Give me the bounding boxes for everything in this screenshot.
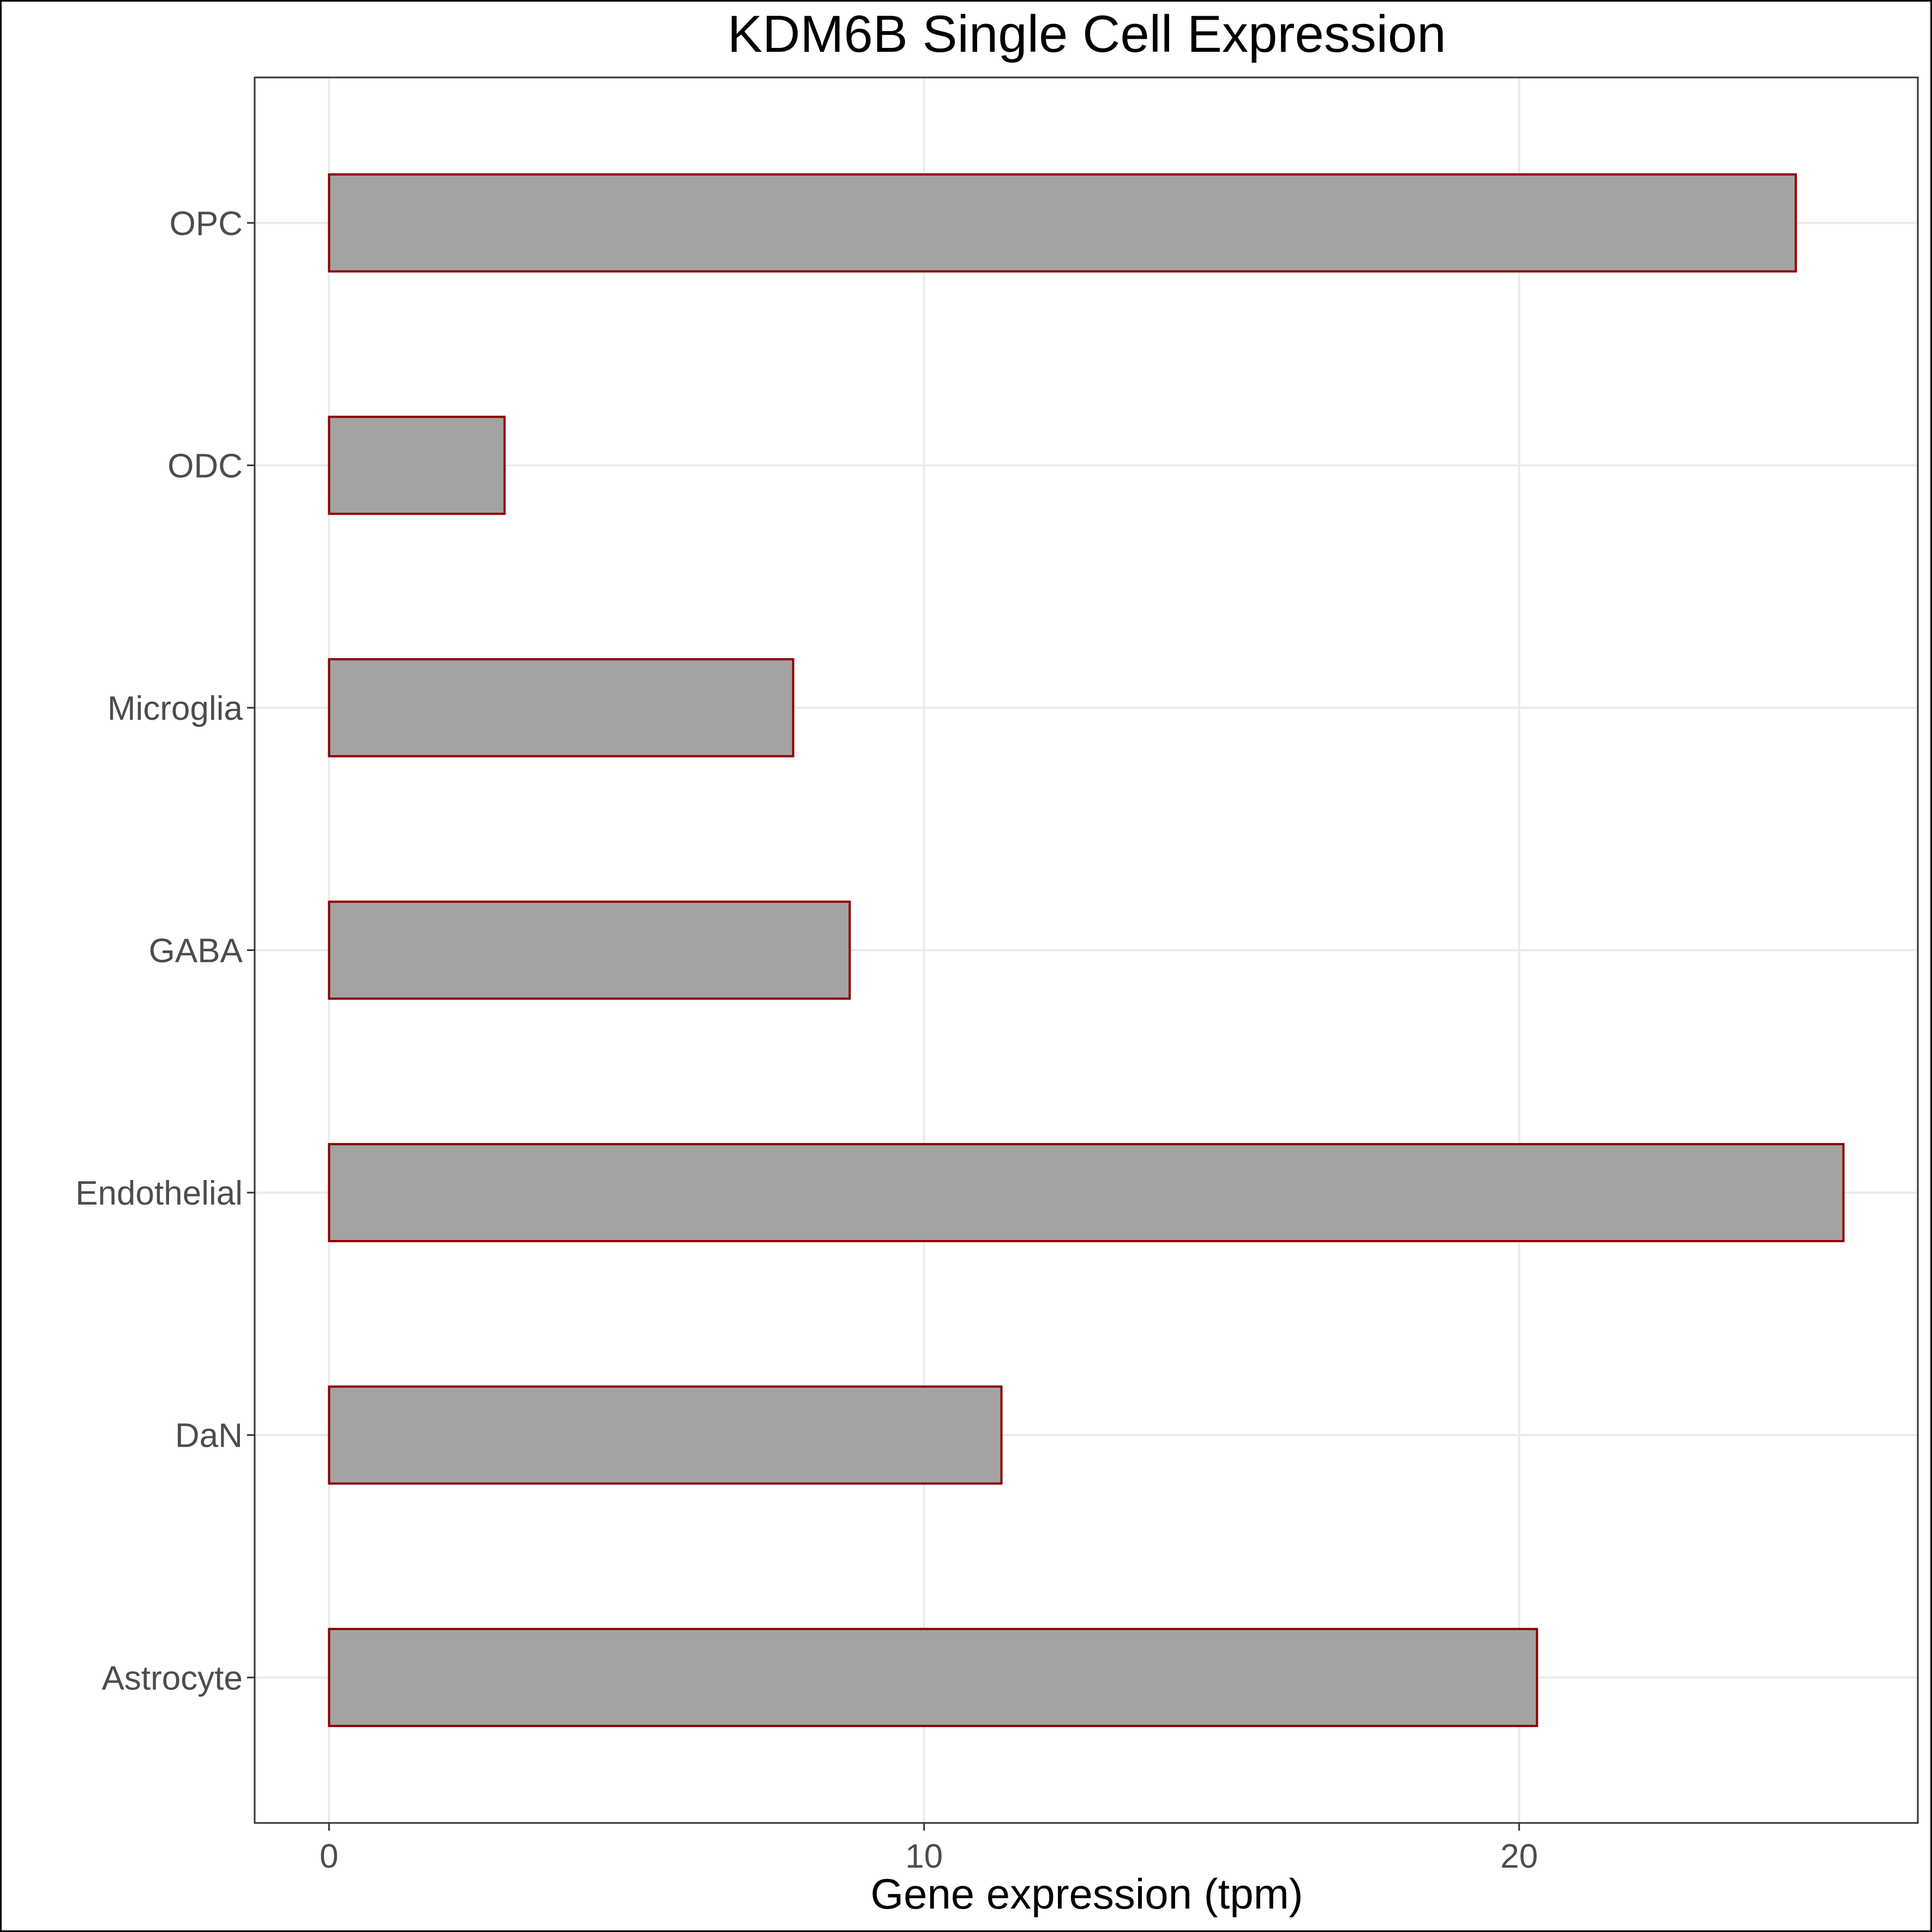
chart-title: KDM6B Single Cell Expression	[727, 5, 1446, 63]
bar-microglia	[328, 658, 795, 757]
x-tick-label: 0	[320, 1838, 338, 1875]
y-tick-label: Endothelial	[75, 1175, 243, 1212]
x-tick-label: 10	[905, 1838, 943, 1875]
y-tick-label: OPC	[170, 205, 243, 243]
y-tick-label: DaN	[175, 1417, 243, 1455]
bar-gaba	[328, 900, 851, 1000]
axis-layer: Astrocyte DaN Endothelial GABA Microglia ODC O…	[75, 205, 1538, 1875]
y-tick-label: GABA	[149, 932, 243, 970]
bars-layer	[328, 173, 1845, 1728]
bar-odc	[328, 416, 506, 515]
x-axis-label: Gene expression (tpm)	[870, 1870, 1303, 1918]
bar-astrocyte	[328, 1628, 1538, 1728]
y-tick-label: Astrocyte	[102, 1659, 243, 1697]
bar-dan	[328, 1385, 1003, 1485]
y-tick-label: Microglia	[107, 690, 243, 727]
bar-opc	[328, 173, 1797, 273]
y-tick-label: ODC	[167, 447, 243, 485]
x-tick-label: 20	[1500, 1838, 1538, 1875]
bar-endothelial	[328, 1143, 1845, 1243]
